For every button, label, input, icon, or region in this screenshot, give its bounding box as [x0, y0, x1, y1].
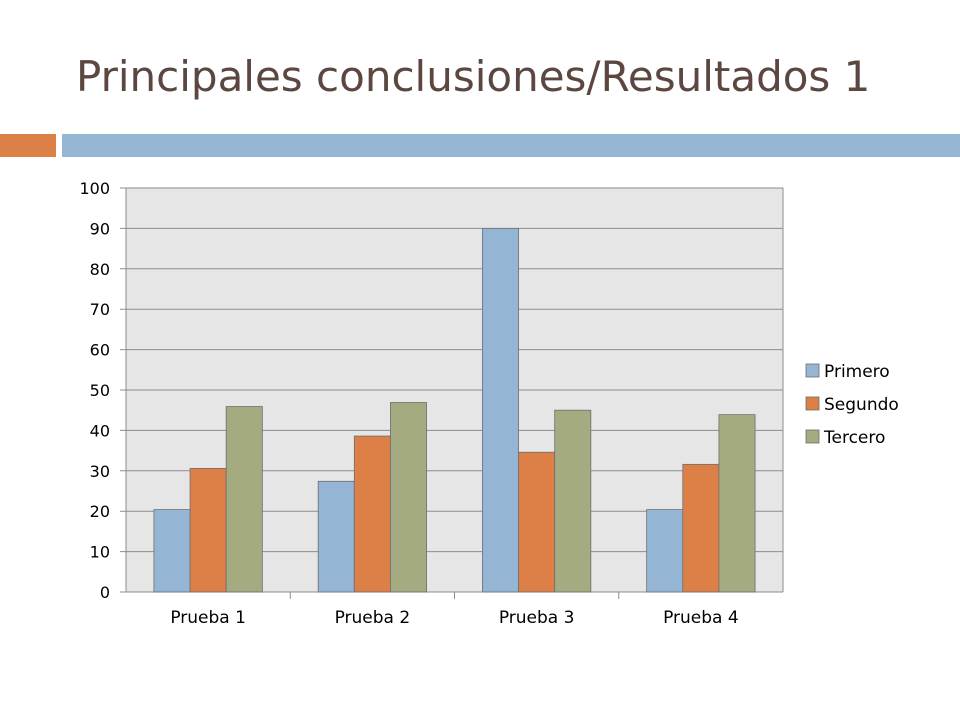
bar-primero-3	[482, 227, 519, 593]
y-tick-label: 50	[90, 381, 110, 400]
y-tick-label: 40	[90, 421, 110, 440]
legend-label-primero: Primero	[824, 362, 890, 382]
bar-segundo-3	[518, 451, 556, 593]
y-tick-label: 20	[90, 502, 110, 521]
bar-segundo-2	[353, 435, 391, 593]
bar-tercero-4	[718, 414, 756, 593]
bar-primero-2	[317, 480, 355, 593]
y-tick-label: 0	[100, 583, 110, 602]
bar-tercero-3	[554, 409, 592, 593]
slide-title: Principales conclusiones/Resultados 1	[76, 52, 871, 101]
x-tick-label: Prueba 1	[170, 608, 246, 628]
bar-tercero-2	[390, 402, 427, 593]
bar-segundo-4	[682, 463, 720, 593]
bar-primero-4	[646, 509, 684, 593]
bar-tercero-1	[225, 406, 263, 593]
title-accent-orange-bar	[0, 134, 56, 157]
title-accent-blue-bar	[62, 134, 960, 157]
y-tick-label: 30	[90, 462, 110, 481]
y-tick-label: 80	[90, 260, 110, 279]
bar-segundo-1	[189, 467, 227, 593]
legend-label-tercero: Tercero	[823, 428, 885, 448]
x-tick-label: Prueba 4	[663, 608, 739, 628]
legend-label-segundo: Segundo	[824, 395, 899, 415]
legend-swatch-segundo	[805, 396, 820, 411]
legend-swatch-tercero	[805, 429, 820, 444]
x-tick-label: Prueba 2	[335, 608, 411, 628]
bar-primero-1	[153, 509, 191, 593]
y-tick-label: 60	[90, 341, 110, 360]
y-tick-label: 90	[90, 219, 110, 238]
y-tick-label: 10	[90, 543, 110, 562]
x-tick-label: Prueba 3	[499, 608, 575, 628]
y-tick-label: 70	[90, 300, 110, 319]
legend-swatch-primero	[805, 363, 820, 378]
y-tick-label: 100	[79, 179, 110, 198]
